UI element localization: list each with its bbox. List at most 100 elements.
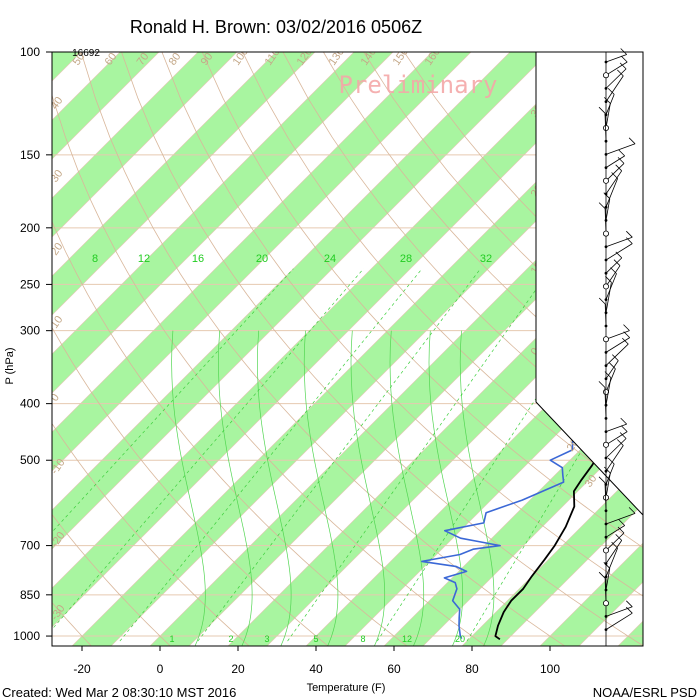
isotherm-line: [188, 191, 643, 646]
wind-barb-flag: [626, 230, 633, 238]
wind-panel-mask: [536, 52, 643, 515]
wind-barb-flag: [598, 297, 606, 305]
wind-barb-flag: [598, 381, 606, 388]
wind-barb-dot: [604, 60, 608, 64]
wind-barb: [605, 243, 633, 261]
wind-barb-dot: [604, 417, 608, 420]
isotherm-line: [52, 52, 160, 160]
wind-barb-flag: [628, 507, 636, 514]
mixing-ratio-label: 20: [256, 253, 268, 265]
isotherm-line: [657, 52, 700, 646]
preliminary-watermark: Preliminary: [339, 71, 498, 99]
wind-barb: [605, 431, 628, 446]
station-number: 16692: [72, 48, 100, 59]
wind-barb-dot: [604, 430, 608, 433]
wind-barb: [605, 337, 630, 353]
wind-barb-flag: [628, 137, 636, 145]
isotherm-band: [696, 52, 700, 646]
wind-barb-flag: [605, 276, 612, 283]
wind-barb-panel: [535, 48, 644, 646]
isotherm-line: [52, 52, 277, 277]
wind-barb-flag: [617, 439, 624, 446]
y-tick-label: 850: [20, 588, 40, 602]
wind-barb-dot: [604, 298, 608, 301]
wind-barb: [604, 208, 607, 234]
wind-barb-flag: [626, 600, 633, 608]
isotherm-label: 0: [529, 346, 542, 358]
wind-barb-flag: [609, 362, 616, 370]
y-tick-label: 500: [20, 453, 40, 467]
dewpoint-profile: [421, 250, 643, 639]
dry-adiabat: [282, 52, 643, 454]
moist-adiabat: [303, 330, 339, 646]
wind-barb-flag: [622, 337, 629, 345]
wind-barb: [605, 438, 627, 459]
wind-calm-marker: [603, 283, 610, 290]
wind-barb: [605, 257, 623, 274]
isotherm-line: [52, 52, 394, 394]
wind-barb-flag: [617, 526, 625, 534]
dry-adiabat: [52, 93, 487, 646]
wind-barb: [605, 68, 627, 89]
y-tick-label: 300: [20, 324, 40, 338]
mixing-ratio-label: 12: [138, 253, 150, 265]
wind-barb: [605, 163, 625, 182]
y-tick-label: 200: [20, 221, 40, 235]
isotherm-line: [383, 386, 643, 646]
wind-barb-dot: [604, 469, 608, 473]
wind-barb-dot: [604, 509, 608, 513]
wind-barb-flag: [598, 106, 606, 114]
mixing-ratio-label: 8: [360, 634, 365, 644]
x-tick-label: 0: [157, 662, 164, 676]
credit-label: NOAA/ESRL PSD: [593, 685, 697, 700]
y-tick-label: 100: [20, 45, 40, 59]
mixing-ratio-line: [52, 268, 294, 533]
mixing-ratio-label: 24: [324, 253, 336, 265]
x-axis-label: Temperature (F): [307, 682, 386, 694]
mixing-ratio-label: 32: [480, 253, 492, 265]
moist-adiabat: [389, 330, 425, 646]
moist-adiabat: [171, 330, 206, 646]
wind-barb: [605, 568, 611, 591]
dry-adiabat: [201, 52, 643, 549]
moist-adiabat: [257, 330, 292, 646]
dry-adiabat: [121, 52, 643, 646]
wind-barb: [605, 525, 625, 538]
wind-barb-flag: [619, 62, 627, 70]
wind-barb-flag: [611, 541, 618, 549]
wind-barb-flag: [613, 259, 621, 266]
wind-calm-marker: [603, 494, 610, 501]
mixing-ratio-line: [52, 268, 364, 630]
dry-adiabat: [52, 513, 171, 646]
wind-barb-flag: [603, 562, 611, 569]
wind-barb-flag: [603, 192, 611, 199]
moist-adiabat: [350, 330, 386, 646]
isotherm-line: [539, 542, 643, 646]
mixing-ratio-line: [287, 268, 552, 642]
isotherm-line: [52, 52, 355, 355]
wind-barb-flag: [604, 466, 611, 474]
mixing-ratio-label: 2: [228, 634, 233, 644]
wind-barb-flag: [620, 425, 628, 432]
wind-barb: [605, 103, 611, 129]
wind-barb: [605, 61, 628, 76]
wind-barb: [605, 170, 623, 195]
wind-barb-flag: [623, 324, 630, 331]
wind-barb: [605, 377, 612, 406]
moist-adiabat: [459, 330, 495, 646]
wind-barb: [604, 303, 607, 327]
mixing-ratio-label: 12: [402, 634, 412, 644]
wind-barb-flag: [626, 606, 633, 614]
wind-barb: [605, 273, 617, 300]
x-tick-label: 100: [540, 662, 560, 676]
wind-barb: [605, 513, 636, 525]
wind-barb: [604, 578, 607, 604]
wind-barb-flag: [615, 164, 622, 172]
mixing-ratio-line: [466, 347, 643, 642]
wind-barb: [605, 330, 630, 340]
wind-barb: [605, 547, 618, 577]
x-tick-label: 40: [309, 662, 323, 676]
wind-barb-dot: [604, 615, 608, 618]
y-tick-label: 700: [20, 539, 40, 553]
